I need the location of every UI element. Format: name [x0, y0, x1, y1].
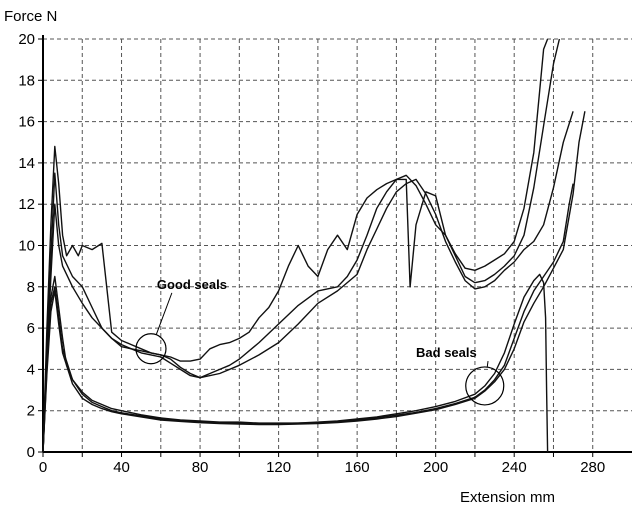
y-tick-label: 6 [27, 320, 35, 337]
annotation-leader [486, 360, 489, 368]
x-tick-label: 0 [39, 459, 47, 476]
annotation-circle [135, 333, 167, 365]
y-tick-label: 20 [18, 31, 35, 48]
x-tick-label: 40 [113, 459, 130, 476]
grid [43, 38, 632, 452]
y-tick-label: 14 [18, 155, 35, 172]
y-axis-label: Force N [4, 8, 57, 25]
axes [38, 35, 632, 457]
series-line-5 [42, 183, 574, 453]
x-tick-label: 160 [345, 459, 370, 476]
annotation-leader [155, 292, 173, 335]
series-line-6 [42, 111, 586, 453]
x-tick-label: 200 [423, 459, 448, 476]
series-line-3 [42, 111, 574, 453]
x-tick-label: 280 [580, 459, 605, 476]
x-tick-label: 80 [192, 459, 209, 476]
series-line-2 [42, 38, 561, 453]
x-tick-label: 240 [502, 459, 527, 476]
y-tick-label: 12 [18, 196, 35, 213]
annotation-label: Good seals [157, 277, 227, 292]
series-lines [42, 38, 586, 453]
y-tick-label: 4 [27, 361, 35, 378]
x-axis-label: Extension mm [460, 489, 555, 506]
tick-labels: 0 40 80 120 160 200 240 280 0 2 4 6 8 10 12 14 16 18 20 [18, 31, 605, 476]
y-tick-label: 2 [27, 403, 35, 420]
x-tick-label: 120 [266, 459, 291, 476]
y-tick-label: 8 [27, 279, 35, 296]
annotation-circle [465, 366, 505, 406]
y-tick-label: 10 [18, 238, 35, 255]
series-line-1 [42, 38, 549, 453]
annotations: Good seals Bad seals [135, 277, 505, 406]
y-tick-label: 18 [18, 72, 35, 89]
annotation-label: Bad seals [416, 345, 477, 360]
y-tick-label: 16 [18, 114, 35, 131]
series-line-4 [42, 273, 549, 453]
y-tick-label: 0 [27, 444, 35, 461]
